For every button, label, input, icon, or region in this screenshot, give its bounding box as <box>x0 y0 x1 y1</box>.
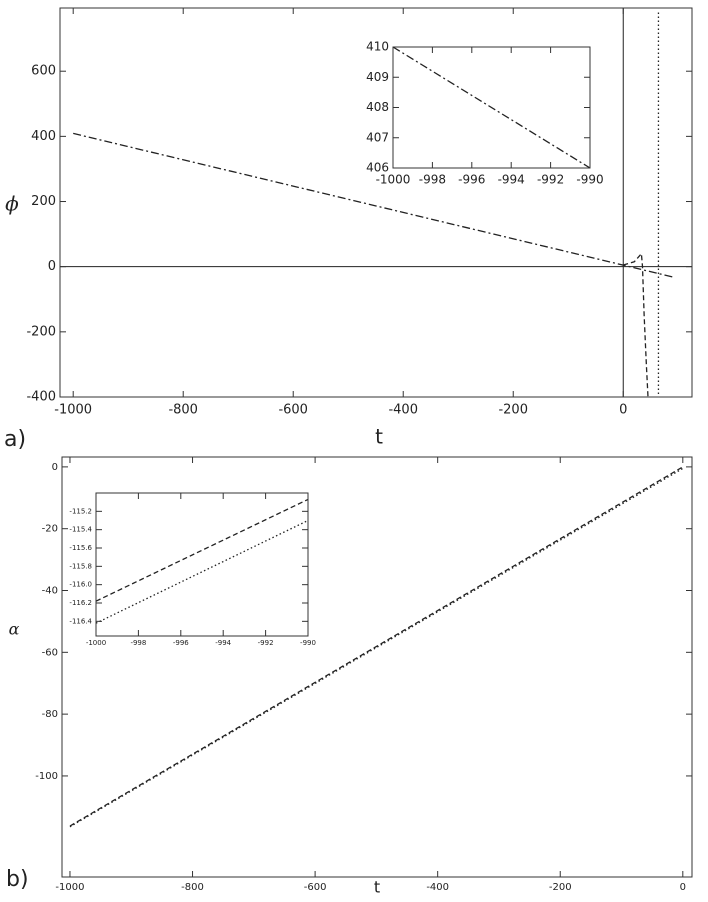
x-tick-label: -1000 <box>86 639 106 647</box>
y-tick-label: 410 <box>366 40 389 54</box>
panel-label: a) <box>4 427 26 452</box>
x-axis-label: t <box>374 878 380 897</box>
x-tick-label: -200 <box>498 403 528 418</box>
y-tick-label: 600 <box>31 64 56 79</box>
frame <box>95 492 309 637</box>
x-tick-label: 0 <box>619 403 627 418</box>
x-tick-label: -992 <box>258 639 274 647</box>
x-tick-label: -1000 <box>54 403 92 418</box>
y-tick-label: -200 <box>26 324 56 339</box>
y-tick-label: -115.6 <box>69 544 92 552</box>
series-line <box>69 466 684 827</box>
x-tick-label: -998 <box>419 173 446 187</box>
y-tick-label: 0 <box>48 259 56 274</box>
x-tick-label: -996 <box>458 173 485 187</box>
series-line <box>95 519 309 624</box>
y-tick-label: -400 <box>26 390 56 405</box>
x-tick-label: -994 <box>498 173 525 187</box>
y-tick-label: 409 <box>366 70 389 84</box>
series-line <box>623 252 649 398</box>
y-tick-label: -20 <box>42 524 58 535</box>
y-tick-label: 0 <box>52 462 58 473</box>
y-tick-label: -80 <box>42 709 58 720</box>
y-tick-label: 200 <box>31 194 56 209</box>
y-tick-label: -116.4 <box>69 617 92 625</box>
x-tick-label: -996 <box>173 639 189 647</box>
x-tick-label: -800 <box>168 403 198 418</box>
x-tick-label: -990 <box>576 173 603 187</box>
y-tick-label: -115.8 <box>69 562 92 570</box>
x-tick-label: -600 <box>278 403 308 418</box>
y-tick-label: -116.2 <box>69 599 92 607</box>
x-tick-label: -994 <box>215 639 231 647</box>
y-tick-label: -100 <box>35 771 58 782</box>
x-tick-label: -600 <box>304 882 327 893</box>
panel-label: b) <box>6 867 29 892</box>
x-tick-label: -1000 <box>376 173 411 187</box>
y-tick-label: -116.0 <box>69 581 92 589</box>
frame <box>61 456 693 878</box>
y-tick-label: 406 <box>366 161 389 175</box>
y-tick-label: 408 <box>366 100 389 114</box>
frame <box>59 7 693 398</box>
y-tick-label: 407 <box>366 130 389 144</box>
x-tick-label: -800 <box>181 882 204 893</box>
series-line <box>392 46 591 169</box>
x-tick-label: -400 <box>388 403 418 418</box>
x-tick-label: 0 <box>680 882 686 893</box>
y-tick-label: -40 <box>42 586 58 597</box>
x-axis-label: t <box>375 425 383 449</box>
y-tick-label: 400 <box>31 129 56 144</box>
series-line <box>95 498 309 602</box>
x-tick-label: -992 <box>537 173 564 187</box>
y-tick-label: -115.4 <box>69 526 92 534</box>
x-tick-label: -200 <box>549 882 572 893</box>
x-tick-label: -400 <box>426 882 449 893</box>
x-tick-label: -990 <box>300 639 316 647</box>
y-axis-label: ϕ <box>5 192 19 216</box>
plot-area <box>96 493 308 636</box>
y-tick-label: -60 <box>42 647 58 658</box>
x-tick-label: -998 <box>130 639 146 647</box>
frame <box>392 46 591 169</box>
plot-area <box>60 8 692 397</box>
series-line <box>73 132 674 278</box>
y-tick-label: -115.2 <box>69 507 92 515</box>
x-tick-label: -1000 <box>55 882 84 893</box>
y-axis-label: α <box>9 620 20 639</box>
